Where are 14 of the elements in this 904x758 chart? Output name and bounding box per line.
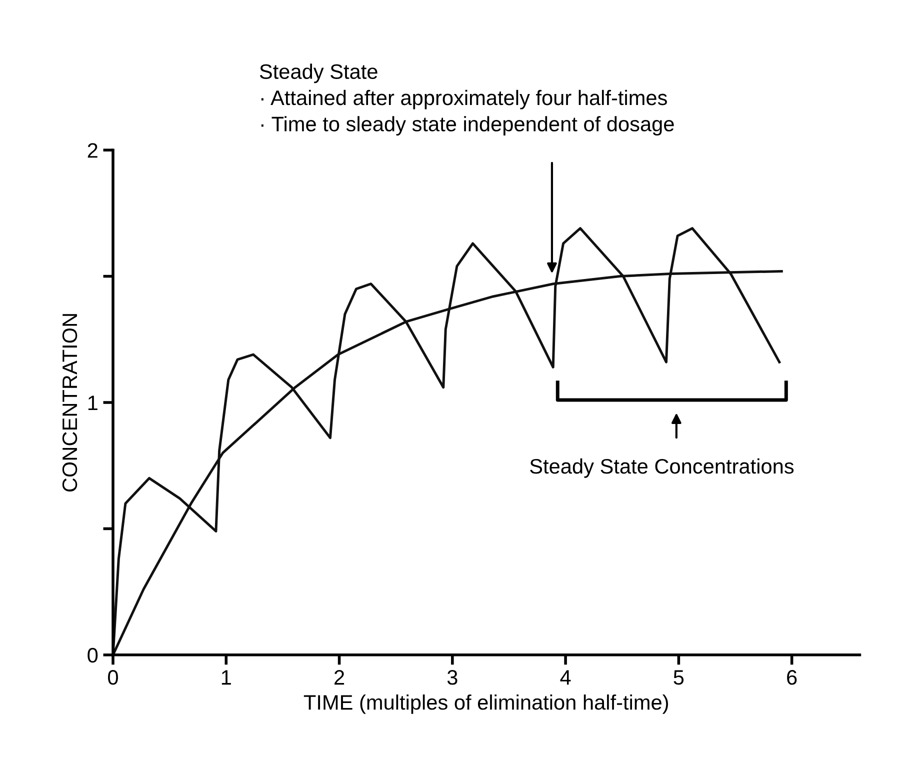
- y-tick-label: 0: [88, 648, 98, 663]
- x-tick-label: 3: [447, 670, 458, 685]
- y-axis-title: CONCENTRATION: [62, 314, 78, 492]
- x-tick-label: 1: [222, 670, 231, 685]
- x-tick-label: 4: [560, 670, 571, 685]
- x-tick-label: 5: [674, 670, 684, 685]
- annotation: Steady State Concentrations: [530, 458, 794, 478]
- y-tick-label: 1: [88, 396, 98, 410]
- x-axis-title: TIME (multiples of elimination half-time): [304, 694, 668, 714]
- y-tick-label: 2: [88, 143, 98, 158]
- x-tick-label: 6: [787, 670, 797, 685]
- x-tick-label: 0: [108, 670, 118, 685]
- x-tick-label: 2: [334, 670, 344, 685]
- text: Steady State · Attained after approximately four half-times · Time to sleady state independent of dosage: [260, 64, 674, 136]
